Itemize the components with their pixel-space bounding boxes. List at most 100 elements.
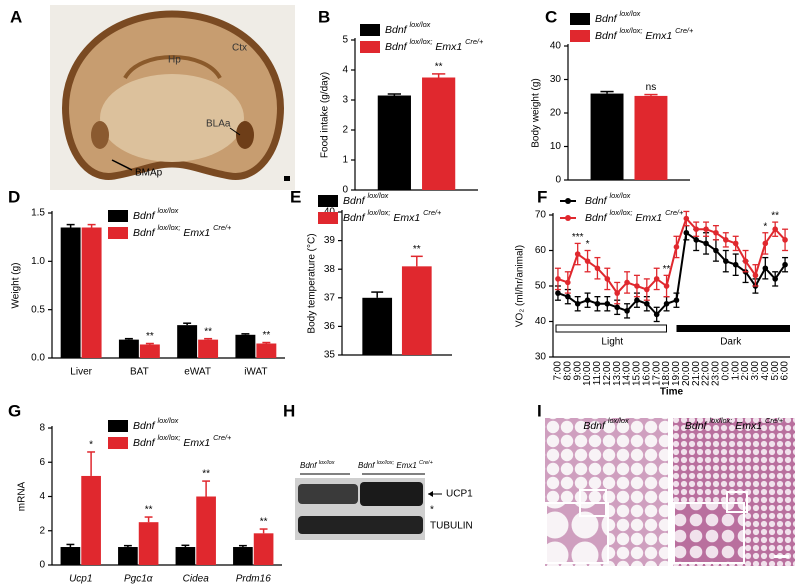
- point: [644, 300, 650, 307]
- y-tick-label: 0: [342, 185, 348, 196]
- x-tick-label: 10:00: [582, 361, 593, 386]
- panel-letter: B: [318, 7, 330, 26]
- point: [644, 286, 650, 293]
- significance: **: [262, 330, 270, 341]
- y-tick-label: 70: [535, 210, 547, 221]
- x-tick-label: 17:00: [651, 361, 662, 386]
- point: [732, 261, 739, 268]
- bar: [81, 227, 102, 358]
- bar: [118, 547, 138, 565]
- amygdala: [91, 121, 109, 149]
- x-tick-label: 2:00: [740, 361, 751, 381]
- point: [624, 279, 630, 286]
- point: [703, 240, 709, 247]
- point: [584, 258, 591, 264]
- point: [634, 283, 640, 289]
- bar: [175, 547, 196, 565]
- significance: **: [771, 211, 779, 222]
- x-tick-label: 7:00: [553, 361, 564, 381]
- x-axis-label: Time: [660, 387, 684, 398]
- legend-label: Bdnf lox/lox: [343, 191, 389, 206]
- y-axis-label: Food intake (g/day): [320, 72, 331, 158]
- significance: **: [204, 326, 212, 337]
- significance: **: [146, 331, 154, 342]
- point: [634, 297, 640, 304]
- legend-swatch: [108, 227, 128, 239]
- y-tick-label: 30: [550, 74, 562, 85]
- significance: *: [89, 440, 93, 451]
- legend-label: Bdnf lox/lox: [133, 416, 179, 431]
- point: [693, 237, 699, 243]
- significance: ns: [646, 82, 657, 93]
- point: [574, 300, 581, 307]
- bar: [81, 475, 101, 565]
- region-label: Ctx: [232, 43, 247, 54]
- point: [673, 297, 680, 304]
- point: [772, 276, 778, 282]
- x-tick-label: eWAT: [184, 367, 211, 378]
- x-tick-label: 21:00: [691, 361, 702, 386]
- x-tick-label: iWAT: [244, 367, 267, 378]
- region-label: Hp: [168, 55, 181, 66]
- point: [762, 240, 769, 247]
- x-tick-label: 16:00: [641, 361, 652, 386]
- amygdala: [236, 121, 254, 149]
- x-tick-label: 18:00: [661, 361, 672, 386]
- bar: [118, 339, 139, 358]
- point: [565, 279, 571, 286]
- point: [604, 300, 611, 307]
- inset-box: [726, 491, 748, 513]
- point: [673, 244, 680, 250]
- legend-label: Bdnf lox/lox; Emx1 Cre/+: [585, 208, 684, 223]
- legend-label: Bdnf lox/lox; Emx1 Cre/+: [133, 433, 232, 448]
- point: [584, 297, 591, 304]
- x-tick-label: BAT: [130, 367, 149, 378]
- bar: [233, 547, 253, 565]
- y-tick-label: 0.0: [31, 353, 45, 364]
- y-axis-label: mRNA: [17, 481, 28, 511]
- y-tick-label: 40: [535, 316, 547, 327]
- y-tick-label: 35: [324, 350, 336, 361]
- legend-swatch: [108, 210, 128, 222]
- y-axis-label: Body weight (g): [531, 78, 542, 147]
- point: [614, 290, 620, 296]
- point: [624, 308, 630, 314]
- region-label: BMAp: [135, 168, 163, 179]
- legend-label: Bdnf lox/lox; Emx1 Cre/+: [133, 223, 232, 238]
- point: [772, 226, 778, 232]
- brain-inner: [100, 74, 244, 162]
- y-tick-label: 10: [550, 141, 562, 152]
- x-tick-label: 12:00: [602, 361, 613, 386]
- significance: *: [763, 221, 767, 232]
- x-tick-label: 0:00: [720, 361, 731, 381]
- y-tick-label: 39: [324, 235, 336, 246]
- y-tick-label: 4: [342, 65, 348, 76]
- y-axis-label: Body temperature (°C): [307, 233, 318, 333]
- arrow-head: [428, 491, 433, 497]
- x-tick-label: Pgc1α: [124, 574, 153, 585]
- significance: **: [663, 264, 671, 275]
- significance: **: [145, 505, 153, 516]
- bar: [377, 95, 411, 190]
- y-tick-label: 50: [535, 281, 547, 292]
- panel-letter: A: [10, 7, 22, 26]
- point: [732, 240, 739, 247]
- y-tick-label: 2: [39, 525, 45, 536]
- band: [298, 484, 358, 504]
- point: [663, 300, 670, 307]
- x-tick-label: 4:00: [760, 361, 771, 381]
- point: [703, 226, 709, 232]
- x-tick-label: 15:00: [632, 361, 643, 386]
- y-tick-label: 36: [324, 321, 336, 332]
- inset-box: [579, 489, 607, 517]
- y-tick-label: 1: [342, 155, 348, 166]
- y-tick-label: 0: [39, 560, 45, 571]
- point: [604, 276, 611, 282]
- legend-swatch: [570, 30, 590, 42]
- x-tick-label: 22:00: [701, 361, 712, 386]
- arrow: [111, 159, 133, 171]
- panel-letter: D: [8, 187, 20, 206]
- legend-swatch: [570, 13, 590, 25]
- scale-bar: [774, 555, 789, 558]
- y-tick-label: 37: [324, 292, 336, 303]
